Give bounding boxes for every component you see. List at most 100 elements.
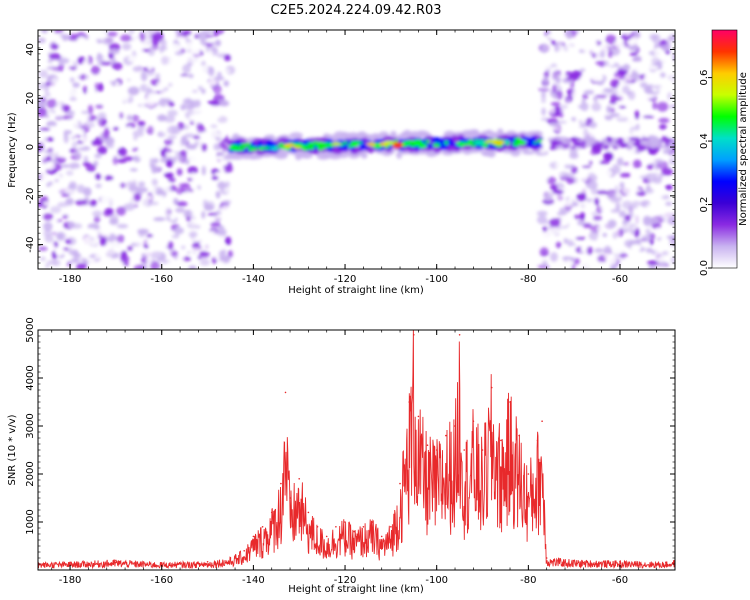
heatmap-noise-blob — [199, 259, 210, 266]
heatmap-noise-blob — [105, 81, 112, 86]
heatmap-noise-blob — [192, 107, 203, 113]
heatmap-noise-blob — [47, 136, 54, 142]
heatmap-noise-blob — [589, 131, 594, 138]
snr-data-point — [399, 482, 401, 485]
heatmap-noise-blob — [69, 97, 77, 101]
heatmap-noise-blob — [38, 183, 45, 193]
snr-ticks: -180 -160 -140 -120 -100 -80 -60 1000 2000 3000 40… — [25, 317, 676, 586]
heatmap-noise-blob — [204, 230, 215, 240]
heatmap-noise-blob — [73, 249, 79, 259]
heatmap-noise-blob — [619, 173, 629, 178]
heatmap-noise-blob — [597, 255, 603, 262]
colorbar: 0.0 0.2 0.4 0.6 Normalized spectral amplitu… — [699, 29, 749, 276]
heatmap-band-blob — [294, 150, 305, 158]
heatmap-peak-blob — [306, 142, 316, 147]
heatmap-noise-blob — [580, 102, 589, 112]
heatmap-noise-blob — [145, 83, 151, 88]
heatmap-noise-blob — [182, 64, 191, 74]
heatmap-noise-blob — [151, 164, 157, 174]
heatmap-faint-blob — [288, 92, 293, 96]
heatmap-noise-blob — [51, 243, 56, 250]
x-tick-label: -100 — [425, 274, 448, 285]
x-tick-label: -160 — [150, 274, 173, 285]
heatmap-noise-blob — [209, 217, 215, 223]
heatmap-noise-blob — [183, 209, 194, 219]
heatmap-band-blob — [470, 143, 476, 147]
heatmap-noise-blob — [86, 175, 92, 186]
heatmap-noise-blob — [93, 254, 102, 259]
heatmap-noise-blob — [633, 55, 642, 62]
heatmap-noise-blob — [576, 170, 583, 179]
heatmap-noise-blob — [223, 80, 229, 87]
heatmap-noise-blob — [153, 217, 166, 222]
heatmap-band-blob — [585, 140, 594, 146]
heatmap-noise-blob — [140, 103, 145, 109]
heatmap-noise-blob — [655, 226, 660, 233]
snr-data-point — [353, 530, 356, 533]
heatmap-noise-blob — [569, 72, 581, 81]
heatmap-noise-blob — [106, 31, 118, 37]
heatmap-peak-blob — [393, 142, 403, 147]
heatmap-noise-blob — [140, 72, 148, 82]
heatmap-noise-blob — [125, 237, 137, 244]
heatmap-noise-blob — [157, 131, 166, 138]
heatmap-noise-blob — [153, 220, 166, 228]
heatmap-noise-blob — [90, 254, 96, 259]
heatmap-noise-blob — [604, 114, 613, 121]
heatmap-faint-blob — [490, 163, 498, 168]
heatmap-noise-blob — [577, 219, 585, 226]
heatmap-noise-blob — [631, 129, 637, 139]
y-tick-label: 20 — [25, 92, 36, 105]
heatmap-noise-blob — [164, 115, 176, 123]
heatmap-noise-blob — [112, 173, 124, 177]
heatmap-faint-blob — [510, 73, 519, 80]
heatmap-noise-blob — [73, 148, 80, 155]
heatmap-noise-blob — [586, 246, 593, 256]
heatmap-noise-blob — [102, 37, 113, 46]
heatmap-noise-blob — [151, 251, 163, 259]
heatmap-noise-blob — [68, 214, 77, 219]
heatmap-noise-blob — [57, 102, 61, 112]
heatmap-noise-blob — [127, 126, 132, 133]
heatmap-noise-blob — [75, 199, 88, 206]
heatmap-noise-blob — [566, 44, 573, 53]
colorbar-tick-label: 0.6 — [699, 70, 710, 86]
heatmap-noise-blob — [67, 247, 73, 255]
heatmap-noise-blob — [207, 100, 217, 104]
heatmap-noise-blob — [49, 183, 61, 193]
heatmap-noise-blob — [196, 54, 203, 64]
heatmap-noise-blob — [195, 146, 203, 155]
heatmap-noise-blob — [188, 231, 198, 238]
heatmap-noise-blob — [102, 54, 108, 62]
heatmap-noise-blob — [97, 52, 102, 58]
heatmap-noise-blob — [175, 207, 186, 213]
heatmap-noise-blob — [594, 197, 600, 206]
heatmap-faint-blob — [340, 217, 345, 221]
x-tick-label: -80 — [520, 274, 536, 285]
heatmap-noise-blob — [181, 245, 186, 250]
heatmap-band-blob — [234, 148, 239, 152]
heatmap-band-blob — [505, 144, 513, 149]
heatmap-faint-blob — [306, 209, 312, 214]
heatmap-noise-blob — [47, 59, 53, 63]
heatmap-noise-blob — [45, 262, 50, 269]
heatmap-noise-blob — [206, 34, 215, 39]
heatmap-noise-blob — [151, 32, 164, 41]
heatmap-noise-blob — [220, 162, 229, 166]
heatmap-noise-blob — [163, 139, 175, 146]
heatmap-noise-blob — [109, 217, 119, 226]
heatmap-noise-blob — [89, 199, 97, 207]
heatmap-noise-blob — [38, 107, 48, 118]
heatmap-noise-blob — [559, 108, 564, 113]
heatmap-noise-blob — [645, 228, 651, 235]
heatmap-noise-blob — [648, 217, 660, 225]
colorbar-tick-label: 0.4 — [699, 133, 710, 149]
heatmap-noise-blob — [166, 181, 171, 186]
heatmap-band-blob — [608, 142, 617, 147]
snr-data-point — [298, 478, 301, 480]
heatmap-noise-blob — [73, 168, 83, 173]
heatmap-noise-blob — [546, 176, 557, 185]
heatmap-noise-blob — [111, 62, 123, 71]
heatmap-faint-blob — [358, 106, 366, 111]
heatmap-noise-blob — [550, 132, 555, 138]
